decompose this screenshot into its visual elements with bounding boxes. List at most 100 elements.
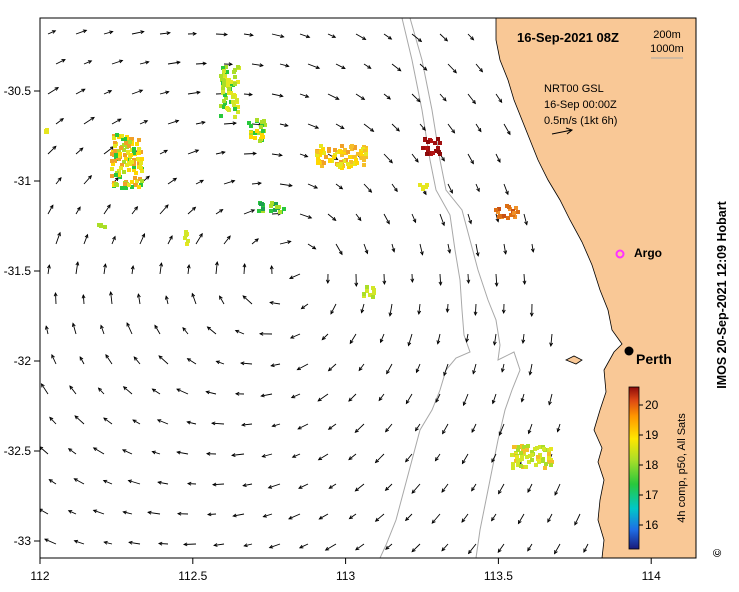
current-arrow-head: [393, 187, 398, 193]
current-arrow: [328, 423, 337, 430]
current-arrow-head: [141, 233, 146, 238]
current-arrow-head: [441, 157, 445, 162]
current-arrow: [47, 265, 50, 275]
current-arrow-head: [334, 156, 339, 161]
current-arrow: [75, 147, 84, 155]
current-arrow: [122, 449, 133, 455]
current-arrow-head: [421, 126, 426, 131]
current-arrow-head: [491, 517, 495, 522]
current-arrow-head: [475, 252, 480, 257]
current-arrow: [279, 240, 291, 245]
sst-pixel: [516, 459, 520, 463]
current-arrow-head: [240, 361, 245, 366]
sst-pixel: [356, 152, 360, 156]
sst-pixel: [547, 452, 551, 456]
current-arrow-head: [215, 360, 220, 365]
current-arrow-head: [530, 248, 535, 253]
current-arrow: [187, 206, 196, 215]
current-arrow: [550, 333, 553, 346]
sst-pixel: [364, 155, 368, 159]
current-arrow: [232, 453, 245, 456]
current-arrow-head: [492, 341, 497, 346]
current-arrow: [242, 423, 253, 426]
sst-pixel: [497, 207, 501, 211]
current-arrow-head: [122, 386, 128, 391]
current-arrow-head: [468, 219, 472, 225]
current-arrow-head: [221, 150, 226, 155]
sst-pixel: [513, 445, 517, 449]
current-arrow: [474, 303, 477, 316]
current-arrow: [279, 63, 289, 67]
current-arrow: [475, 183, 480, 192]
current-arrow: [349, 333, 357, 344]
current-arrow: [49, 479, 57, 485]
sst-pixel: [130, 185, 134, 189]
sst-pixel: [124, 157, 128, 161]
current-arrow: [411, 483, 421, 494]
current-arrow: [493, 333, 497, 345]
current-arrow-head: [147, 510, 152, 515]
current-arrow-head: [199, 179, 205, 184]
plot-frame: [39, 17, 697, 559]
current-arrow-head: [61, 59, 66, 63]
current-arrow-head: [291, 454, 297, 458]
current-arrow-head: [102, 479, 108, 484]
current-arrow-head: [419, 251, 424, 256]
current-arrow-head: [107, 90, 113, 94]
current-arrow: [103, 90, 112, 95]
colorbar-tick-label: 19: [645, 428, 659, 442]
current-arrow-head: [471, 487, 475, 492]
sst-pixel: [120, 186, 124, 190]
sst-pixel: [255, 129, 259, 133]
current-arrow-head: [404, 516, 410, 522]
current-arrow-head: [528, 371, 533, 376]
current-arrow: [167, 61, 180, 65]
current-arrow: [139, 120, 148, 125]
current-arrow: [386, 363, 393, 374]
current-arrow: [241, 362, 253, 365]
current-arrow: [111, 60, 123, 65]
current-arrow-head: [411, 548, 416, 553]
sst-pixel: [368, 293, 372, 297]
current-arrow-head: [205, 390, 210, 395]
current-arrow: [69, 385, 77, 395]
colorbar-tick-label: 16: [645, 518, 659, 532]
current-arrow-head: [105, 353, 110, 359]
sst-pixel: [436, 146, 440, 150]
sst-pixel: [526, 444, 530, 448]
current-arrow-head: [118, 59, 124, 64]
current-arrow-head: [109, 291, 113, 296]
argo-float-marker: [615, 249, 625, 259]
sst-pixel: [520, 457, 524, 461]
current-arrow: [154, 325, 161, 335]
sst-pixel: [349, 160, 353, 164]
current-arrow: [419, 243, 423, 255]
current-arrow: [461, 513, 469, 523]
sst-pixel: [112, 136, 116, 140]
current-arrow: [503, 123, 511, 135]
current-arrow-head: [358, 366, 363, 372]
current-arrow: [215, 262, 218, 275]
sst-pixel: [537, 458, 541, 462]
current-arrow-head: [52, 145, 57, 150]
current-arrow: [288, 513, 301, 520]
sst-pixel: [257, 209, 261, 213]
current-arrow-head: [252, 151, 258, 156]
sst-pixel: [123, 153, 127, 157]
current-arrow: [348, 453, 357, 460]
current-arrow-head: [441, 547, 446, 552]
sst-pixel: [364, 152, 368, 156]
current-arrow: [355, 33, 366, 40]
sst-pixel: [122, 160, 126, 164]
sst-pixel: [226, 81, 230, 85]
current-arrow: [191, 293, 197, 305]
sst-pixel: [259, 125, 263, 129]
isobath-1000m: [379, 18, 471, 558]
current-arrow-head: [312, 245, 317, 250]
sst-pixel: [515, 455, 519, 459]
sst-pixel: [247, 121, 251, 125]
sst-pixel: [516, 448, 520, 452]
current-arrow: [176, 388, 189, 395]
lat-tick-label: -31.5: [4, 264, 32, 278]
current-arrow: [467, 93, 476, 104]
